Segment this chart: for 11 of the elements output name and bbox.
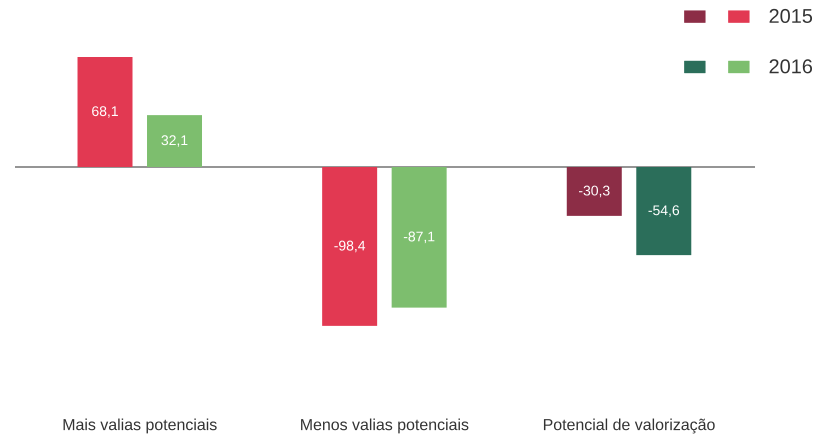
data-label: -87,1 bbox=[404, 232, 434, 244]
data-label: 68,1 bbox=[92, 106, 118, 118]
x-tick-label: Menos valias potenciais bbox=[301, 418, 468, 434]
data-label: -54,6 bbox=[648, 205, 680, 217]
data-label: 32,1 bbox=[161, 135, 188, 147]
legend-label: 2016 bbox=[770, 59, 812, 74]
data-label: -98,4 bbox=[334, 240, 366, 252]
data-label: -30,3 bbox=[579, 186, 610, 198]
x-tick-label: Mais valias potenciais bbox=[64, 418, 217, 434]
legend-label: 2015 bbox=[770, 8, 812, 23]
x-tick-label: Potencial de valorização bbox=[544, 418, 715, 434]
